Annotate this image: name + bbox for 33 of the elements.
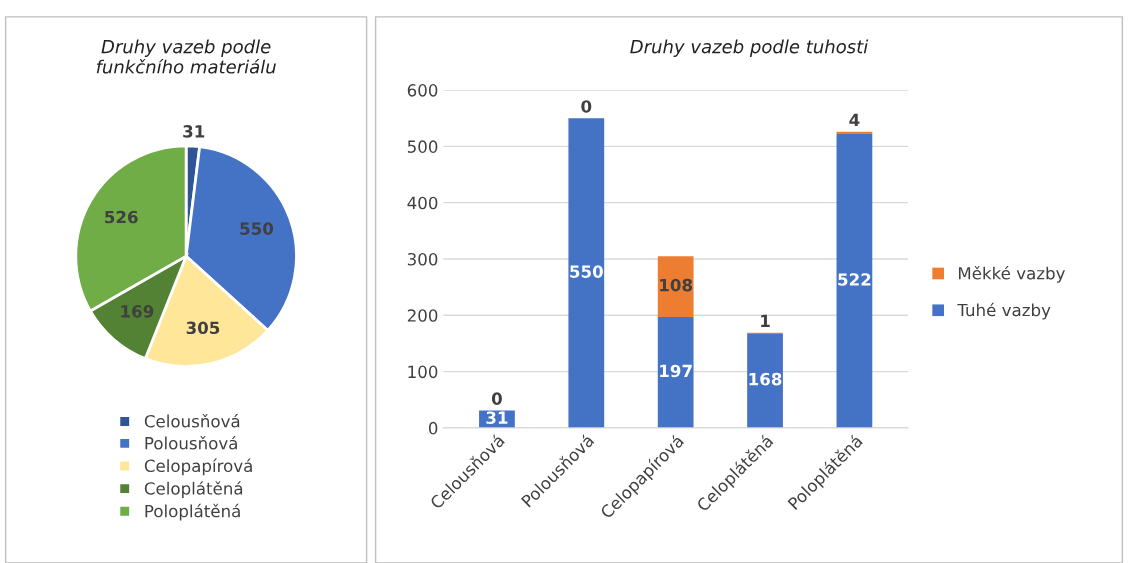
bar <box>657 316 694 428</box>
data-label: 197 <box>660 364 692 378</box>
data-label: 168 <box>749 372 782 386</box>
data-label: 526 <box>105 210 138 224</box>
y-tick-label: 400 <box>407 196 438 210</box>
data-label: 4 <box>849 113 860 127</box>
bar <box>657 256 694 317</box>
legend-label: Celoplátěná <box>144 481 243 498</box>
data-label: 550 <box>240 222 274 235</box>
y-tick-label: 100 <box>408 365 438 379</box>
legend-label: Celousňová <box>144 413 240 428</box>
data-label: 108 <box>660 278 693 292</box>
bar <box>568 118 605 428</box>
data-label: 169 <box>121 305 154 318</box>
data-label: 31 <box>486 411 508 424</box>
data-label: 1 <box>761 314 770 328</box>
y-tick-label: 600 <box>407 84 438 97</box>
legend-label: Měkké vazby <box>958 265 1065 283</box>
bar <box>836 133 873 428</box>
data-label: 31 <box>183 125 205 138</box>
data-label: 305 <box>186 321 220 335</box>
chart-title: Druhy vazeb podle funkčního materiálu <box>96 39 276 74</box>
bar <box>747 333 783 428</box>
y-tick-label: 0 <box>428 421 438 435</box>
y-tick-label: 500 <box>407 140 438 153</box>
legend-label: Tuhé vazby <box>957 302 1051 320</box>
chart-title: Druhy vazeb podle tuhosti <box>630 39 869 57</box>
data-label: 0 <box>581 100 592 113</box>
y-tick-label: 300 <box>407 252 438 266</box>
data-label: 0 <box>491 392 502 405</box>
data-label: 522 <box>838 273 871 286</box>
data-label: 550 <box>570 265 603 278</box>
y-tick-label: 200 <box>407 309 438 322</box>
